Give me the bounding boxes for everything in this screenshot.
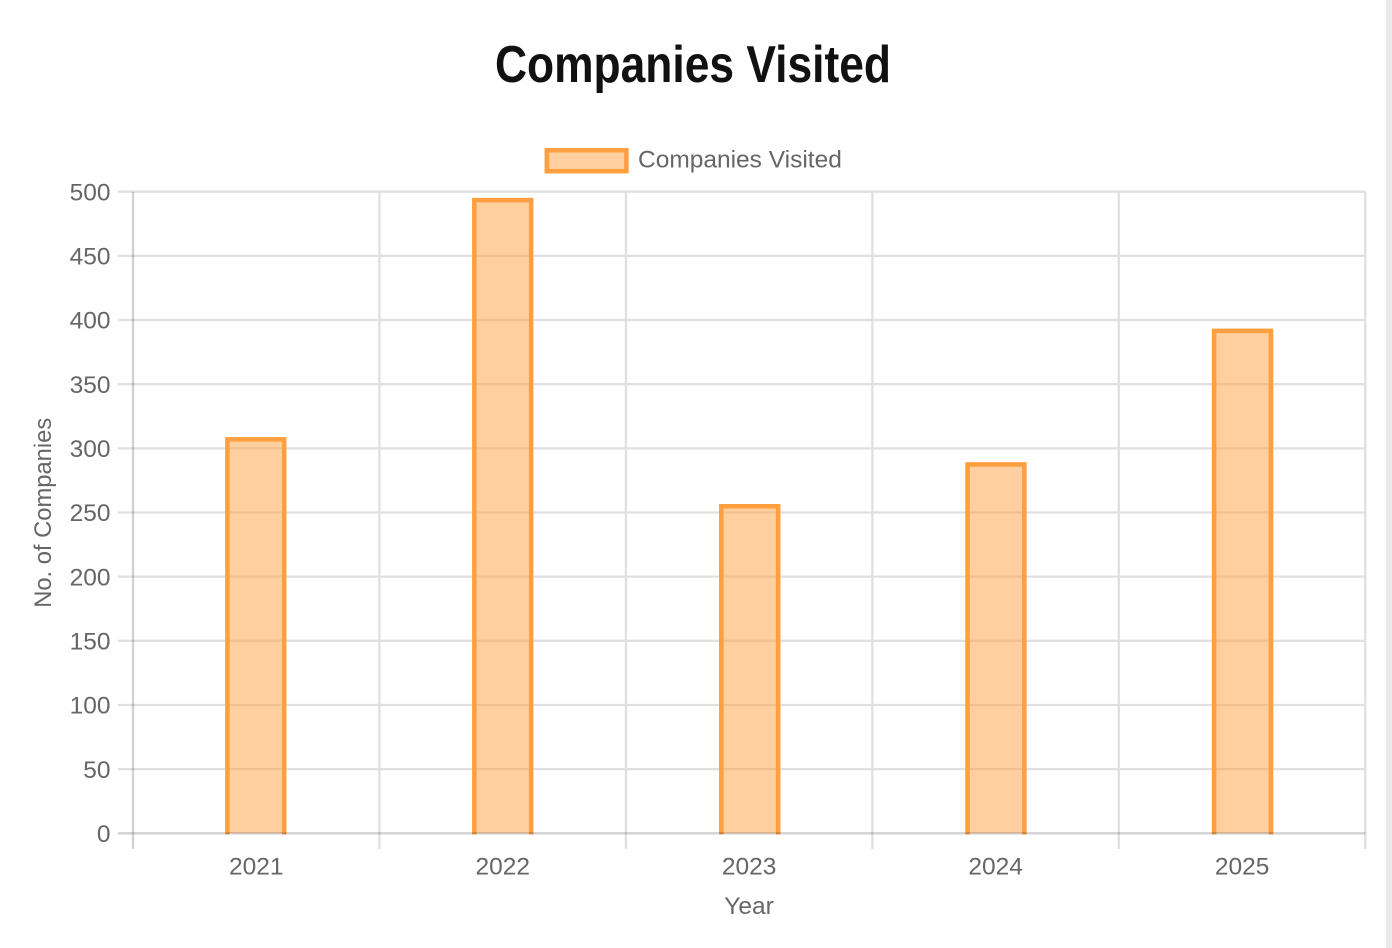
svg-text:100: 100 [70,693,111,720]
svg-text:450: 450 [70,244,111,271]
svg-text:Companies Visited: Companies Visited [495,36,891,94]
svg-text:Companies Visited: Companies Visited [638,147,842,174]
svg-text:350: 350 [70,372,111,399]
svg-text:0: 0 [97,821,111,848]
svg-text:500: 500 [70,179,111,206]
svg-text:250: 250 [70,500,111,527]
svg-text:2025: 2025 [1215,853,1270,880]
svg-text:300: 300 [70,436,111,463]
svg-text:150: 150 [70,629,111,656]
svg-text:2021: 2021 [229,853,284,880]
svg-text:2023: 2023 [722,853,777,880]
svg-text:50: 50 [83,757,110,784]
svg-text:Year: Year [724,893,774,920]
svg-text:200: 200 [70,564,111,591]
svg-text:2022: 2022 [475,853,530,880]
svg-text:No. of Companies: No. of Companies [30,418,57,608]
svg-text:2024: 2024 [968,853,1023,880]
svg-text:400: 400 [70,308,111,335]
